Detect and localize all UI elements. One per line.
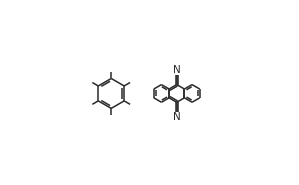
Text: N: N bbox=[173, 112, 181, 122]
Text: N: N bbox=[173, 65, 181, 75]
